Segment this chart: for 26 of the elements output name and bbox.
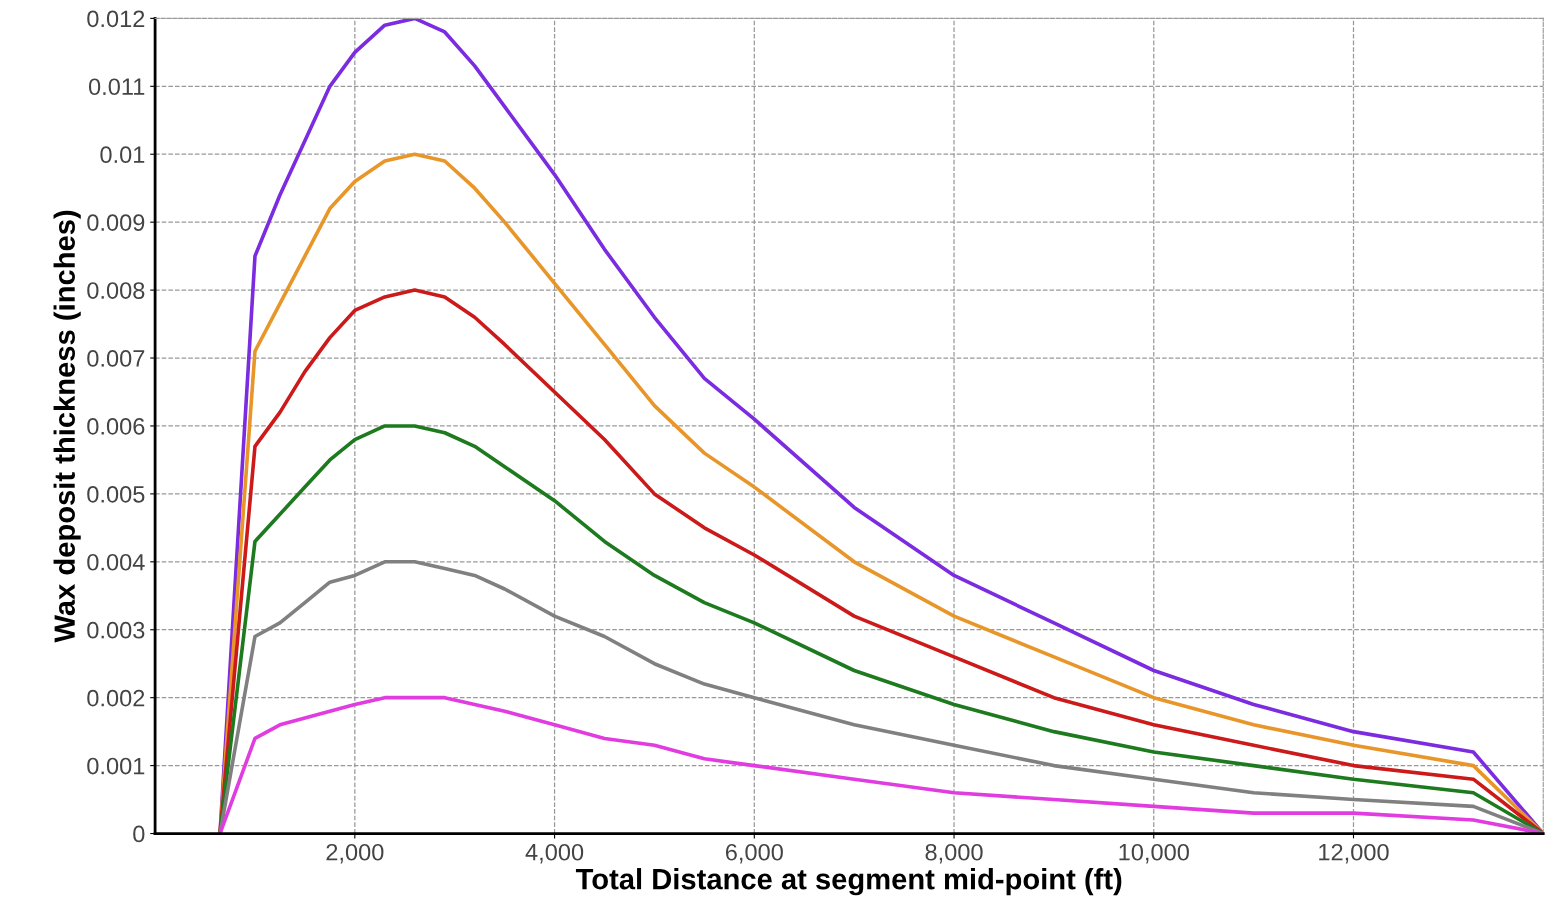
x-axis-title: Total Distance at segment mid-point (ft) bbox=[575, 868, 1122, 896]
line-series bbox=[218, 152, 1544, 834]
y-tick-label: 0.002 bbox=[87, 689, 145, 707]
line-series bbox=[218, 695, 1544, 834]
x-tick-label: 12,000 bbox=[1319, 843, 1389, 864]
y-tick-label: 0.01 bbox=[100, 146, 145, 164]
x-tick-label: 2,000 bbox=[326, 843, 384, 864]
line-series bbox=[218, 560, 1544, 834]
y-tick-label: 0.008 bbox=[87, 282, 145, 299]
x-tick-label: 8,000 bbox=[925, 843, 983, 864]
x-tick-label: 4,000 bbox=[525, 843, 584, 864]
y-tick-label: 0.004 bbox=[87, 553, 145, 571]
y-tick-label: 0.009 bbox=[87, 214, 145, 231]
y-tick-label: 0.001 bbox=[87, 757, 145, 775]
y-tick-label: 0 bbox=[133, 825, 145, 843]
y-tick-label: 0.012 bbox=[87, 10, 145, 28]
y-tick-label: 0.005 bbox=[87, 485, 145, 503]
y-tick-label: 0.003 bbox=[87, 621, 145, 639]
y-tick-label: 0.006 bbox=[87, 418, 145, 435]
y-tick-label: 0.011 bbox=[88, 78, 145, 96]
x-tick-label: 6,000 bbox=[725, 843, 783, 864]
x-tick-label: 10,000 bbox=[1119, 843, 1189, 864]
y-tick-label: 0.007 bbox=[87, 350, 145, 367]
y-axis-title: Wax deposit thickness (inches) bbox=[53, 210, 81, 643]
line-series bbox=[218, 288, 1544, 834]
line-series bbox=[218, 424, 1544, 834]
